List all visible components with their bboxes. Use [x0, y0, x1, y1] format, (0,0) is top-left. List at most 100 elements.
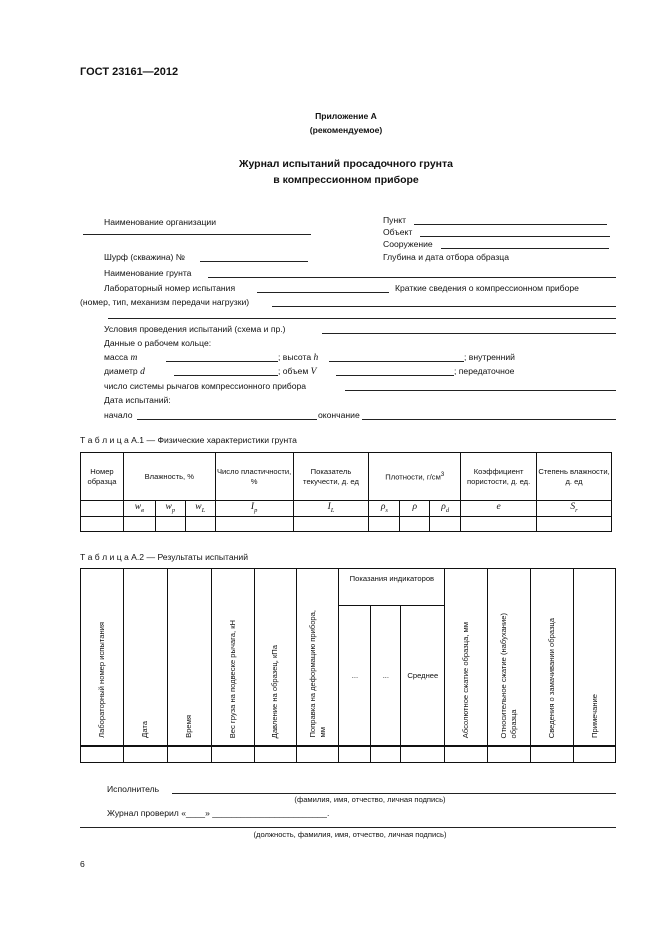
symbol: e [496, 502, 501, 512]
diameter-symbol: d [140, 367, 145, 377]
executor-field[interactable] [172, 793, 616, 794]
header-text-line1: Поправка на деформацию прибора, [307, 610, 317, 739]
header-device-correction: Поправка на деформацию прибора, мм [295, 568, 340, 747]
device-info-field[interactable] [272, 306, 616, 307]
data-cell[interactable] [370, 745, 402, 763]
data-cell[interactable] [166, 745, 212, 763]
header-text: Давление на образец, кПа [270, 644, 280, 739]
height-symbol: h [313, 353, 319, 363]
header-text: Время [184, 715, 194, 739]
height-field[interactable] [329, 361, 464, 362]
data-cell[interactable] [400, 745, 446, 763]
journal-subtitle: в компрессионном приборе [273, 174, 419, 186]
data-cell[interactable] [292, 516, 370, 533]
data-cell[interactable] [80, 516, 124, 533]
header-porosity: Коэффициент пористости, д. ед. [460, 452, 538, 501]
data-cell[interactable] [487, 745, 532, 763]
structure-label: Сооружение [383, 239, 433, 249]
symbol-cell-empty [80, 499, 124, 518]
inner-label: ; внутренний [464, 352, 515, 362]
symbol-subscript: d [445, 506, 450, 514]
mass-symbol: m [130, 353, 138, 363]
conditions-field[interactable] [322, 333, 616, 334]
start-label: начало [104, 410, 133, 420]
punkt-field[interactable] [414, 224, 607, 225]
executor-hint: (фамилия, имя, отчество, личная подпись) [294, 795, 446, 804]
table2-caption: Т а б л и ц а А.2 — Результаты испытаний [80, 552, 248, 562]
header-indicator-average: Среднее [400, 605, 446, 747]
symbol: wв [134, 502, 144, 514]
device-info-label: Краткие сведения о компрессионном прибор… [395, 283, 579, 293]
org-label: Наименование организации [104, 217, 217, 227]
symbol: IL [327, 502, 335, 514]
soil-name-field[interactable] [208, 277, 616, 278]
data-cell[interactable] [573, 745, 616, 763]
symbol-cell: wв [122, 499, 156, 518]
lab-number-field[interactable] [257, 292, 389, 293]
table-row [80, 516, 612, 533]
start-field[interactable] [137, 419, 317, 420]
data-cell[interactable] [429, 516, 462, 533]
data-cell[interactable] [184, 516, 216, 533]
data-cell[interactable] [460, 516, 538, 533]
volume-field[interactable] [336, 375, 454, 376]
symbol: ρ [412, 502, 418, 512]
diameter-field[interactable] [174, 375, 278, 376]
volume-symbol: V [310, 367, 317, 377]
standard-number: ГОСТ 23161—2012 [80, 66, 179, 78]
data-cell[interactable] [295, 745, 340, 763]
symbol-cell: ρs [368, 499, 401, 518]
org-field[interactable] [83, 234, 311, 235]
data-cell[interactable] [444, 745, 489, 763]
data-cell[interactable] [368, 516, 401, 533]
table1-caption: Т а б л и ц а А.1 — Физические характери… [80, 435, 297, 445]
test-dates-label: Дата испытаний: [104, 395, 171, 405]
header-pressure: Давление на образец, кПа [253, 568, 297, 747]
checker-hint: (должность, фамилия, имя, отчество, личн… [253, 830, 447, 839]
header-density: Плотности, г/см3 [368, 452, 462, 501]
data-cell[interactable] [214, 516, 294, 533]
end-label: окончание [318, 410, 360, 420]
data-cell[interactable] [80, 745, 124, 763]
object-label: Объект [383, 227, 413, 237]
mass-field[interactable] [166, 361, 278, 362]
header-sample-number: Номер образца [80, 452, 124, 501]
header-text-line1: Относительное сжатие (набухание) [499, 612, 509, 739]
table-a1: Номер образца Влажность, % Число пластич… [80, 452, 612, 533]
device-info-cont-label: (номер, тип, механизм передачи нагрузки) [80, 297, 250, 307]
header-plasticity: Число пластичности, % [214, 452, 294, 501]
data-cell[interactable] [154, 516, 186, 533]
end-field[interactable] [362, 419, 616, 420]
data-cell[interactable] [536, 516, 612, 533]
symbol-cell: wp [154, 499, 186, 518]
volume-row: ; объем V [278, 366, 316, 377]
diameter-label: диаметр [104, 366, 138, 376]
symbol-cell: IL [292, 499, 370, 518]
structure-field[interactable] [441, 248, 609, 249]
header-text-line2: образца [509, 709, 519, 739]
device-info-field-2[interactable] [108, 318, 616, 319]
data-cell[interactable] [530, 745, 575, 763]
header-note: Примечание [573, 568, 616, 747]
header-relative-compression: Относительное сжатие (набухание) образца [487, 568, 532, 747]
table-row [80, 745, 616, 763]
data-cell[interactable] [399, 516, 431, 533]
depth-date-label: Глубина и дата отбора образца [383, 252, 509, 262]
mass-row: масса m [104, 352, 137, 363]
punkt-label: Пункт [383, 215, 407, 225]
data-cell[interactable] [210, 745, 255, 763]
header-indicator-readings: Показания индикаторов [338, 568, 446, 606]
pit-field[interactable] [200, 261, 308, 262]
data-cell[interactable] [338, 745, 372, 763]
symbol: ρs [380, 502, 388, 514]
object-field[interactable] [420, 236, 610, 237]
checker-field[interactable] [80, 827, 616, 828]
data-cell[interactable] [122, 745, 168, 763]
data-cell[interactable] [253, 745, 297, 763]
symbol: ρd [441, 502, 450, 514]
density-unit-exponent: 3 [440, 470, 445, 478]
lever-field[interactable] [345, 390, 616, 391]
height-label: ; высота [278, 352, 312, 362]
symbol-cell: e [460, 499, 538, 518]
data-cell[interactable] [122, 516, 156, 533]
